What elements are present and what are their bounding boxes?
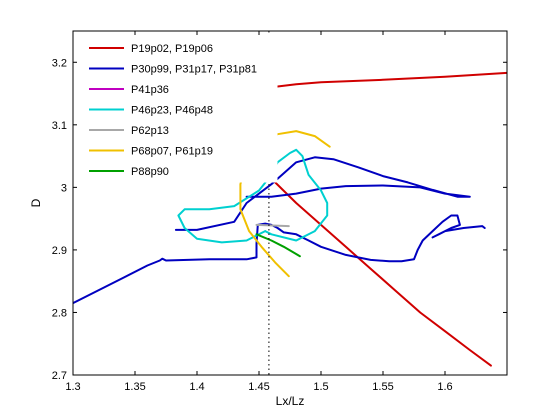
- legend-label-0: P19p02, P19p06: [131, 43, 213, 55]
- legend-label-5: P68p07, P61p19: [131, 146, 213, 158]
- legend-label-4: P62p13: [131, 125, 169, 137]
- series-line-3: [177, 148, 329, 244]
- y-tick-label: 3.2: [52, 57, 67, 69]
- plot-frame: [72, 30, 508, 376]
- legend-label-3: P46p23, P46p48: [131, 105, 213, 117]
- y-tick-label: 3.1: [52, 120, 67, 132]
- x-tick-label: 1.45: [248, 381, 269, 393]
- y-tick-label: 3: [61, 182, 67, 194]
- legend-label-6: P88p90: [131, 166, 169, 178]
- series-line-1: [73, 156, 486, 305]
- series-line-4: [255, 223, 290, 228]
- y-tick-label: 2.8: [52, 307, 67, 319]
- legend-label-2: P41p36: [131, 84, 169, 96]
- x-axis-label: Lx/Lz: [276, 394, 305, 408]
- legend: P19p02, P19p06 P30p99, P31p17, P31p81 P41p…: [80, 35, 278, 183]
- x-tick-label: 1.55: [372, 381, 393, 393]
- y-tick-label: 2.7: [52, 370, 67, 382]
- y-axis-label: D: [29, 198, 43, 207]
- series-line-6: [255, 233, 301, 258]
- x-tick-label: 1.5: [313, 381, 328, 393]
- y-tick-label: 2.9: [52, 245, 67, 257]
- x-tick-label: 1.6: [437, 381, 452, 393]
- x-tick-label: 1.35: [124, 381, 145, 393]
- x-tick-label: 1.3: [65, 381, 80, 393]
- legend-label-1: P30p99, P31p17, P31p81: [131, 64, 257, 76]
- x-tick-label: 1.4: [189, 381, 204, 393]
